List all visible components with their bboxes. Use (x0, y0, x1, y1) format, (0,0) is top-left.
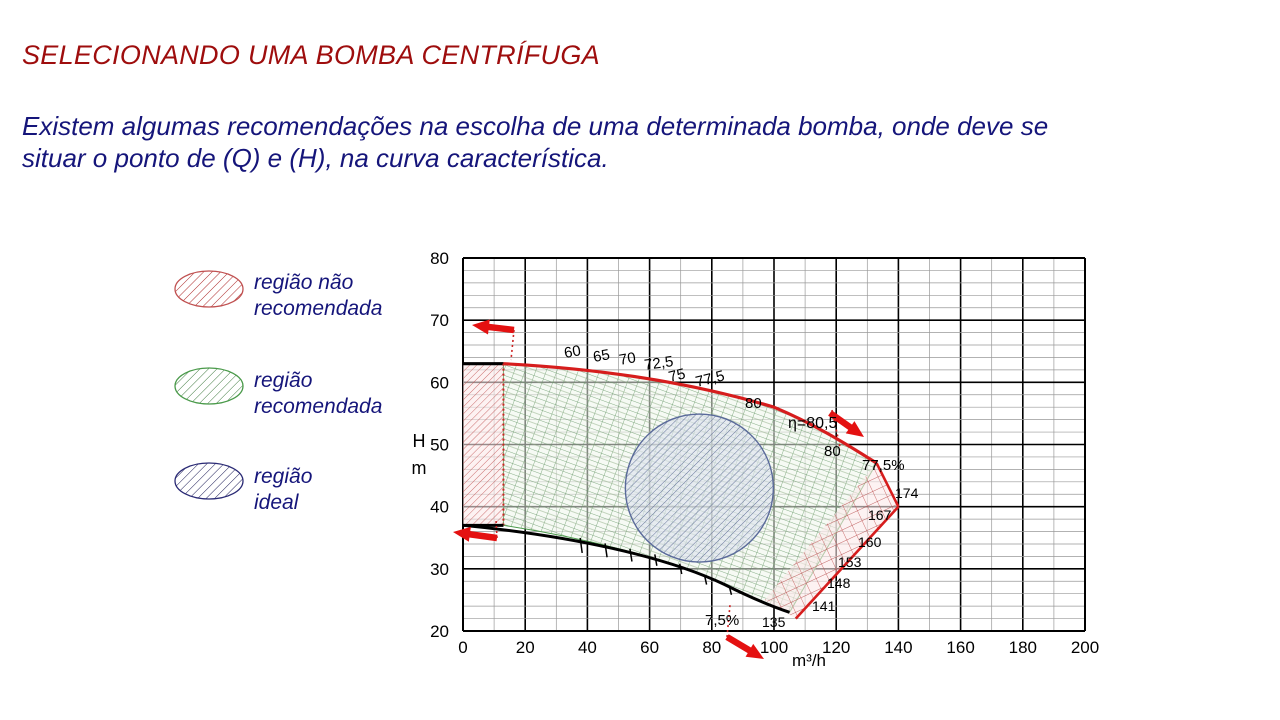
svg-text:174: 174 (895, 485, 919, 501)
svg-text:160: 160 (946, 638, 974, 657)
svg-text:167: 167 (868, 507, 892, 523)
svg-text:20: 20 (516, 638, 535, 657)
svg-text:80: 80 (745, 395, 762, 412)
svg-text:η=80,5: η=80,5 (788, 415, 837, 432)
svg-text:20: 20 (430, 622, 449, 641)
svg-text:135: 135 (762, 614, 786, 630)
svg-text:153: 153 (838, 554, 862, 570)
svg-text:70: 70 (618, 349, 637, 369)
svg-text:65: 65 (592, 346, 611, 366)
svg-text:180: 180 (1009, 638, 1037, 657)
svg-text:40: 40 (578, 638, 597, 657)
svg-text:60: 60 (640, 638, 659, 657)
svg-text:m³/h: m³/h (792, 651, 826, 670)
svg-text:120: 120 (822, 638, 850, 657)
svg-text:50: 50 (430, 436, 449, 455)
svg-text:H: H (413, 431, 426, 451)
svg-text:60: 60 (430, 373, 449, 392)
svg-text:80: 80 (824, 443, 841, 460)
svg-text:160: 160 (858, 534, 882, 550)
svg-text:77,5%: 77,5% (862, 457, 905, 474)
svg-text:77,5: 77,5 (694, 367, 726, 391)
svg-text:100: 100 (760, 638, 788, 657)
svg-text:0: 0 (458, 638, 467, 657)
svg-text:70: 70 (430, 311, 449, 330)
svg-text:30: 30 (430, 560, 449, 579)
svg-text:141: 141 (812, 598, 836, 614)
svg-text:40: 40 (430, 498, 449, 517)
svg-text:7,5%: 7,5% (705, 612, 739, 629)
svg-text:148: 148 (827, 575, 851, 591)
svg-text:80: 80 (702, 638, 721, 657)
svg-text:140: 140 (884, 638, 912, 657)
svg-text:200: 200 (1071, 638, 1099, 657)
svg-text:m: m (412, 458, 427, 478)
svg-text:60: 60 (563, 342, 582, 362)
svg-text:80: 80 (430, 249, 449, 268)
